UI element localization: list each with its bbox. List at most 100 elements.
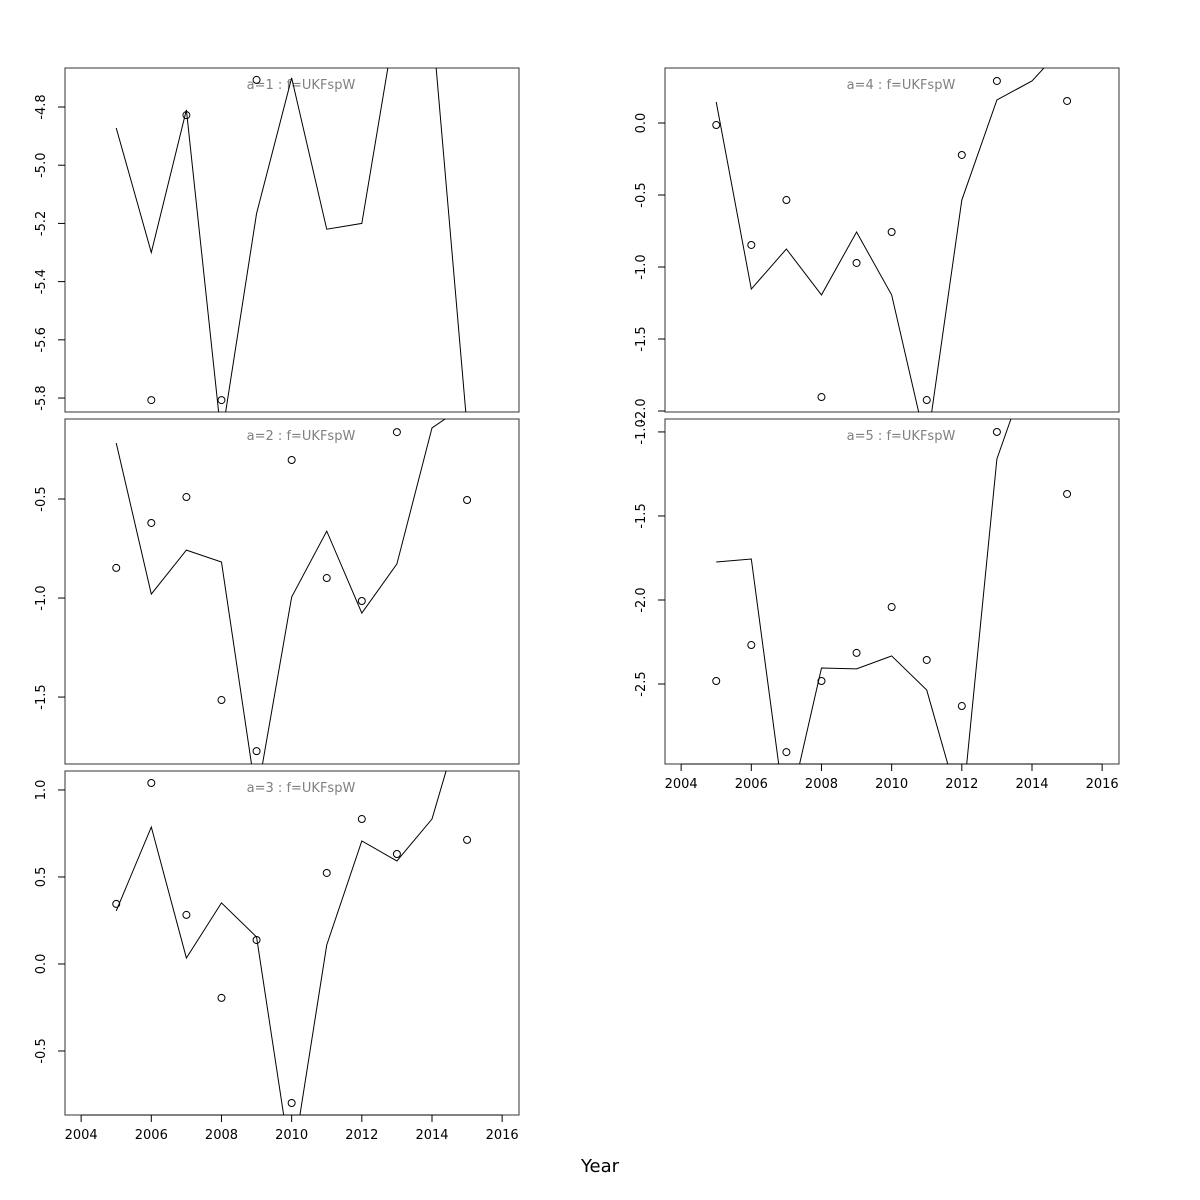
x-tick-label: 2004	[665, 777, 698, 792]
data-point	[147, 779, 156, 788]
plot-frame	[664, 67, 1120, 413]
y-tick-label: -1.5	[634, 326, 649, 351]
y-tick-label: -2.5	[634, 671, 649, 696]
plot-frame	[64, 67, 520, 413]
plot-area	[712, 419, 1072, 764]
data-point	[887, 603, 896, 612]
plot-frame	[664, 418, 1120, 765]
y-tick-label: -0.5	[34, 486, 49, 511]
data-point	[817, 393, 826, 402]
data-point	[147, 518, 156, 527]
x-tick-label: 2010	[275, 1128, 308, 1143]
data-point	[392, 428, 401, 437]
data-point	[322, 574, 331, 583]
y-tick-label: -5.6	[34, 327, 49, 352]
data-point	[852, 648, 861, 657]
plot-area	[112, 419, 472, 764]
data-point	[322, 868, 331, 877]
data-point	[217, 696, 226, 705]
x-tick-label: 2004	[65, 1128, 98, 1143]
data-point	[463, 496, 472, 505]
data-point	[712, 121, 721, 130]
data-point	[957, 150, 966, 159]
data-point	[147, 396, 156, 405]
data-point	[992, 76, 1001, 85]
y-tick-label: -5.4	[34, 269, 49, 294]
y-tick-label: 0.0	[634, 113, 649, 134]
y-tick-label: -1.0	[634, 254, 649, 279]
data-point	[747, 240, 756, 249]
fit-line	[115, 419, 446, 764]
data-point	[782, 196, 791, 205]
x-tick-label: 2014	[415, 1128, 448, 1143]
plot-area	[112, 771, 472, 1115]
data-point	[182, 910, 191, 919]
plot-area	[712, 68, 1072, 412]
panel-title: a=1 : f=UKFspW	[247, 78, 356, 93]
y-tick-label: -2.0	[634, 398, 649, 423]
data-point	[992, 427, 1001, 436]
panel-title: a=4 : f=UKFspW	[847, 78, 956, 93]
y-tick-label: -1.5	[34, 684, 49, 709]
y-tick-label: -1.5	[634, 503, 649, 528]
data-point	[252, 75, 261, 84]
x-tick-label: 2006	[135, 1128, 168, 1143]
data-point	[887, 228, 896, 237]
fit-line	[716, 419, 1012, 764]
y-tick-label: 0.0	[34, 954, 49, 975]
data-point	[217, 396, 226, 405]
data-point	[182, 493, 191, 502]
x-tick-label: 2016	[1086, 777, 1119, 792]
y-tick-label: -2.0	[634, 587, 649, 612]
y-tick-label: 1.0	[34, 780, 49, 801]
data-point	[852, 258, 861, 267]
panel-title: a=3 : f=UKFspW	[247, 781, 356, 796]
x-tick-label: 2010	[875, 777, 908, 792]
y-tick-label: -5.0	[34, 153, 49, 178]
y-tick-label: -5.8	[34, 385, 49, 410]
panel: a=3 : f=UKFspW 1.0 0.5 0.0 -0.5 2004 2006 2008 2…	[34, 770, 520, 1143]
fit-line	[715, 68, 1045, 412]
data-point	[287, 455, 296, 464]
data-point	[782, 748, 791, 757]
data-point	[357, 597, 366, 606]
panel-title: a=5 : f=UKFspW	[847, 429, 956, 444]
panel-title: a=2 : f=UKFspW	[247, 429, 356, 444]
data-point	[957, 702, 966, 711]
plot-frame	[64, 770, 520, 1116]
data-point	[112, 899, 121, 908]
x-tick-label: 2012	[945, 777, 978, 792]
panel: a=5 : f=UKFspW -1.0 -1.5 -2.0 -2.5 2004 2006 20…	[634, 418, 1120, 792]
x-tick-label: 2006	[735, 777, 768, 792]
plot-area	[115, 68, 467, 412]
panel: a=4 : f=UKFspW 0.0 -0.5 -1.0 -1.5 -2.0	[634, 67, 1120, 424]
y-tick-label: -4.8	[34, 94, 49, 119]
data-point	[357, 815, 366, 824]
data-point	[922, 655, 931, 664]
y-tick-label: -0.5	[34, 1038, 49, 1063]
x-tick-label: 2008	[205, 1128, 238, 1143]
x-tick-label: 2012	[345, 1128, 378, 1143]
y-tick-label: 0.5	[34, 867, 49, 888]
plot-frame	[64, 418, 520, 765]
data-point	[747, 641, 756, 650]
data-point	[463, 835, 472, 844]
data-point	[287, 1098, 296, 1107]
x-tick-label: 2016	[486, 1128, 519, 1143]
data-point	[1063, 489, 1072, 498]
data-point	[392, 849, 401, 858]
panel: a=1 : f=UKFspW -4.8 -5.0 -5.2 -5.4 -5.6 -5.8	[34, 67, 520, 413]
data-point	[252, 747, 261, 756]
y-tick-label: -1.0	[634, 419, 649, 444]
data-point	[712, 676, 721, 685]
data-point	[817, 676, 826, 685]
data-point	[217, 993, 226, 1002]
fit-line	[115, 68, 467, 412]
x-axis-label: Year	[580, 1156, 620, 1177]
x-tick-label: 2008	[805, 777, 838, 792]
y-tick-label: -0.5	[634, 182, 649, 207]
y-tick-label: -5.2	[34, 211, 49, 236]
data-point	[112, 563, 121, 572]
y-tick-label: -1.0	[34, 585, 49, 610]
